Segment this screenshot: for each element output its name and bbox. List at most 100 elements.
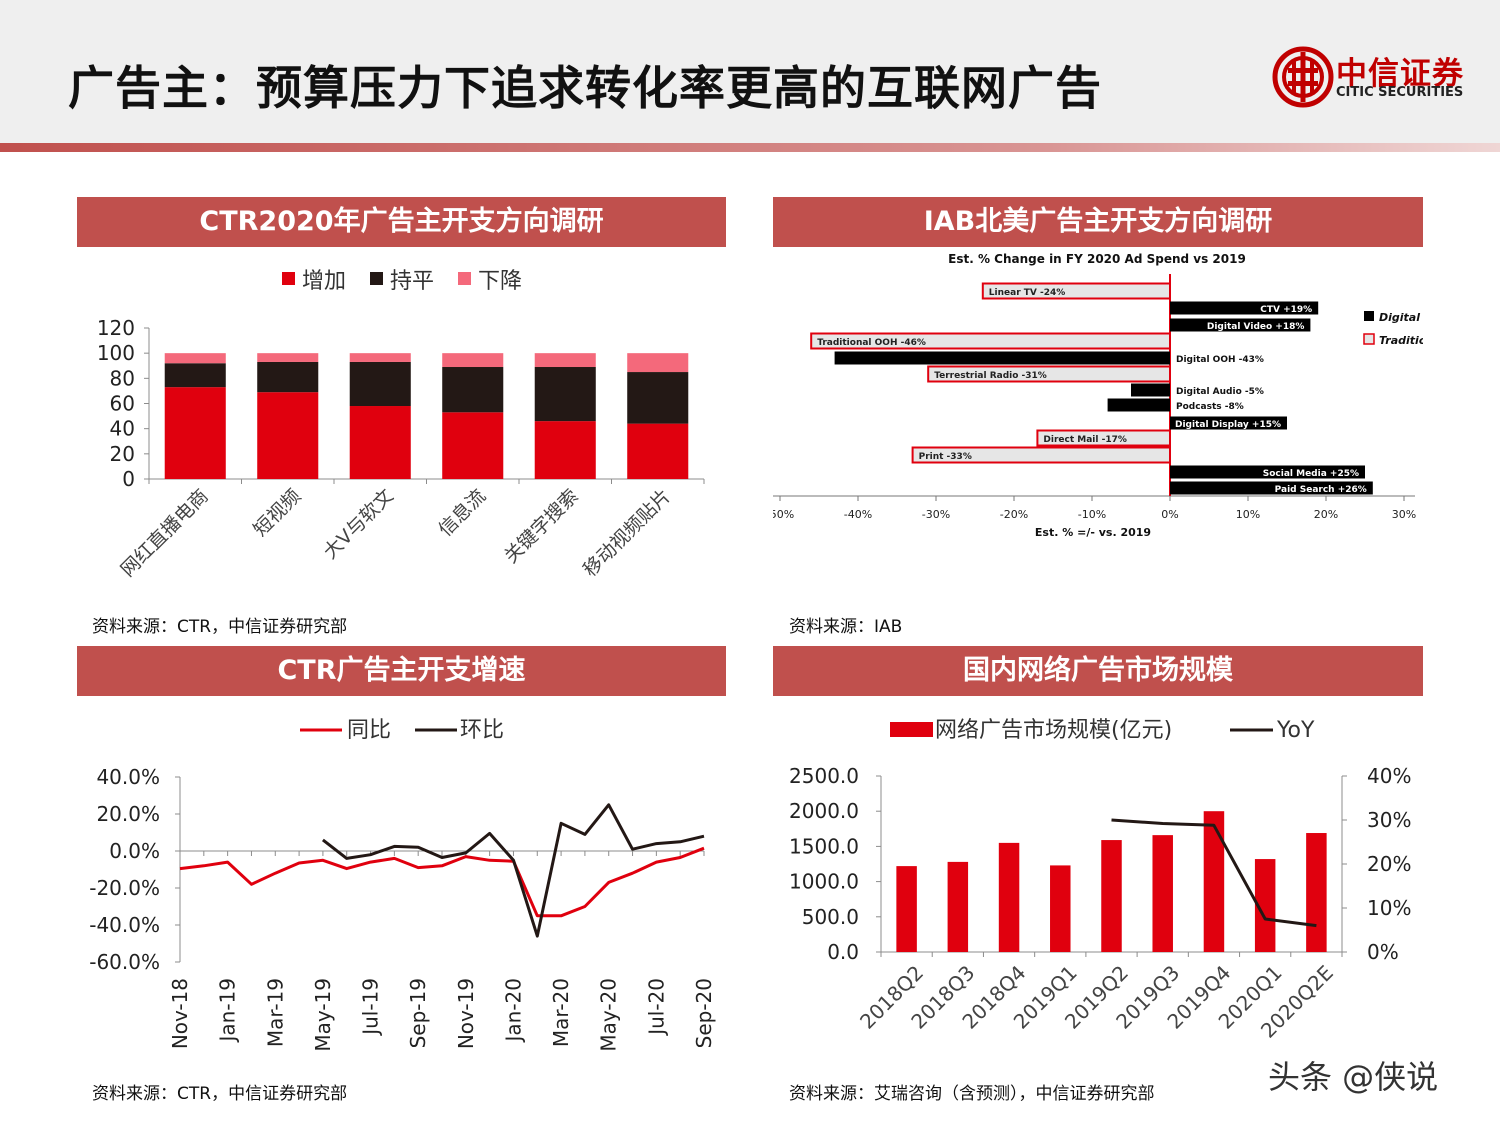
y-tick-label-left: 2500.0 [789, 764, 859, 788]
legend-label-1: 环比 [460, 718, 504, 743]
source-note-p2: 资料来源：IAB [789, 617, 903, 637]
x-tick-label: 关键字搜索 [500, 485, 583, 568]
bar-2 [1170, 318, 1311, 332]
panel-title-ctr-growth: CTR广告主开支增速 [77, 646, 726, 696]
y-tick-label-left: 500.0 [802, 905, 859, 929]
legend-swatch-digital [1364, 311, 1374, 321]
bar-0 [981, 282, 1171, 300]
legend-label-2: 下降 [478, 269, 522, 294]
bar-3 [1050, 865, 1071, 952]
bar-2-0 [349, 406, 411, 479]
y-tick-label: 40 [110, 417, 135, 441]
x-tick-label: 10% [1236, 508, 1260, 521]
y-tick-label: 20 [110, 442, 135, 466]
bar-7 [1254, 859, 1276, 952]
header-rule [0, 143, 1500, 152]
legend-label-traditional: Traditional [1379, 334, 1423, 347]
y-tick-label-right: 40% [1367, 764, 1411, 788]
bar-label-12: Paid Search +26% [1275, 485, 1367, 495]
bar-8 [1306, 833, 1327, 952]
x-tick-label: Sep-20 [692, 978, 716, 1048]
y-tick-label: 0.0% [109, 839, 160, 863]
bar-1-2 [257, 353, 319, 362]
legend-label-yoy: YoY [1276, 718, 1315, 743]
x-tick-label: -20% [1000, 508, 1028, 521]
y-tick-label: 80 [110, 366, 135, 390]
bar-label-6: Digital Audio -5% [1176, 387, 1264, 397]
x-tick-label: May-20 [597, 978, 621, 1052]
bar-5-1 [627, 372, 689, 424]
bar-2-2 [349, 353, 411, 362]
legend-swatch-1 [370, 272, 383, 285]
bar-0-2 [164, 353, 226, 364]
series-line-0 [179, 846, 705, 918]
logo-cn-text: 中信证券 [1336, 56, 1464, 92]
y-tick-label-right: 30% [1367, 808, 1411, 832]
bar-3-1 [442, 367, 504, 413]
x-tick-label: -40% [844, 508, 872, 521]
bar-12 [1170, 481, 1373, 495]
legend-swatch-2 [458, 272, 471, 285]
citic-emblem-icon [1272, 46, 1334, 108]
panel-title-iab-survey: IAB北美广告主开支方向调研 [773, 197, 1423, 247]
bar-6 [1203, 811, 1225, 952]
bar-4-0 [534, 421, 596, 479]
bar-label-2: Digital Video +18% [1207, 322, 1305, 332]
x-tick-label: Mar-19 [263, 978, 287, 1047]
y-tick-label-left: 1000.0 [789, 870, 859, 894]
bar-1-1 [257, 361, 319, 393]
y-tick-label-right: 10% [1367, 896, 1411, 920]
x-tick-label: 短视频 [249, 485, 305, 541]
citic-logo: 中信证券 CITIC SECURITIES [1270, 44, 1480, 110]
chart-market-size: 网络广告市场规模(亿元) YoY 0.0 500.0 1000.0 1500.0 2000.… [789, 718, 1411, 1043]
watermark: 头条 @侠说 [1268, 1058, 1439, 1096]
x-tick-label: 20% [1314, 508, 1338, 521]
bar-10 [911, 446, 1171, 464]
x-tick-label: Nov-18 [168, 978, 192, 1049]
bar-8 [1170, 416, 1287, 430]
x-tick-label: Jul-19 [359, 978, 383, 1037]
y-tick-label-right: 20% [1367, 852, 1411, 876]
y-tick-label: 100 [97, 341, 135, 365]
y-tick-label: -20.0% [89, 876, 160, 900]
bar-label-10: Print -33% [919, 452, 972, 462]
bar-3 [810, 332, 1171, 350]
legend-label-bar: 网络广告市场规模(亿元) [935, 718, 1172, 743]
bar-0 [896, 866, 917, 952]
panel-title-ctr-survey: CTR2020年广告主开支方向调研 [77, 197, 726, 247]
bar-3-0 [442, 412, 504, 479]
x-tick-label: 网红直播电商 [117, 485, 213, 581]
bar-5-0 [627, 423, 689, 479]
logo-en-text: CITIC SECURITIES [1336, 85, 1464, 100]
header-band [0, 0, 1500, 146]
legend-label-1: 持平 [390, 269, 434, 294]
y-tick-label-right: 0% [1367, 940, 1399, 964]
bar-2-1 [349, 361, 411, 407]
panel-title-market-size: 国内网络广告市场规模 [773, 646, 1423, 696]
series-line-yoy [1111, 818, 1317, 928]
x-tick-label: 移动视频贴片 [579, 485, 675, 581]
bar-label-9: Direct Mail -17% [1043, 435, 1126, 445]
x-tick-label: -50% [773, 508, 794, 521]
y-tick-label: 20.0% [96, 802, 160, 826]
bar-label-7: Podcasts -8% [1176, 402, 1244, 412]
bar-2 [998, 842, 1020, 952]
y-tick-label: 120 [97, 316, 135, 340]
y-tick-label-left: 2000.0 [789, 799, 859, 823]
x-tick-label: 信息流 [434, 485, 490, 541]
y-tick-label-left: 1500.0 [789, 834, 859, 858]
bar-4-1 [534, 367, 596, 422]
page-title: 广告主：预算压力下追求转化率更高的互联网广告 [68, 61, 1102, 115]
source-note-p1: 资料来源：CTR，中信证券研究部 [92, 617, 348, 637]
y-tick-label: 0 [122, 467, 135, 491]
x-tick-label: -10% [1078, 508, 1106, 521]
bar-label-5: Terrestrial Radio -31% [934, 371, 1047, 381]
bar-label-8: Digital Display +15% [1175, 420, 1281, 430]
legend-swatch-bar [890, 722, 933, 737]
x-axis-label: Est. % =/- vs. 2019 [1035, 526, 1151, 539]
bar-label-1: CTV +19% [1260, 305, 1312, 315]
chart-iab-survey: Est. % Change in FY 2020 Ad Spend vs 201… [773, 252, 1423, 539]
bar-1 [1170, 301, 1319, 315]
x-tick-label: 30% [1392, 508, 1416, 521]
